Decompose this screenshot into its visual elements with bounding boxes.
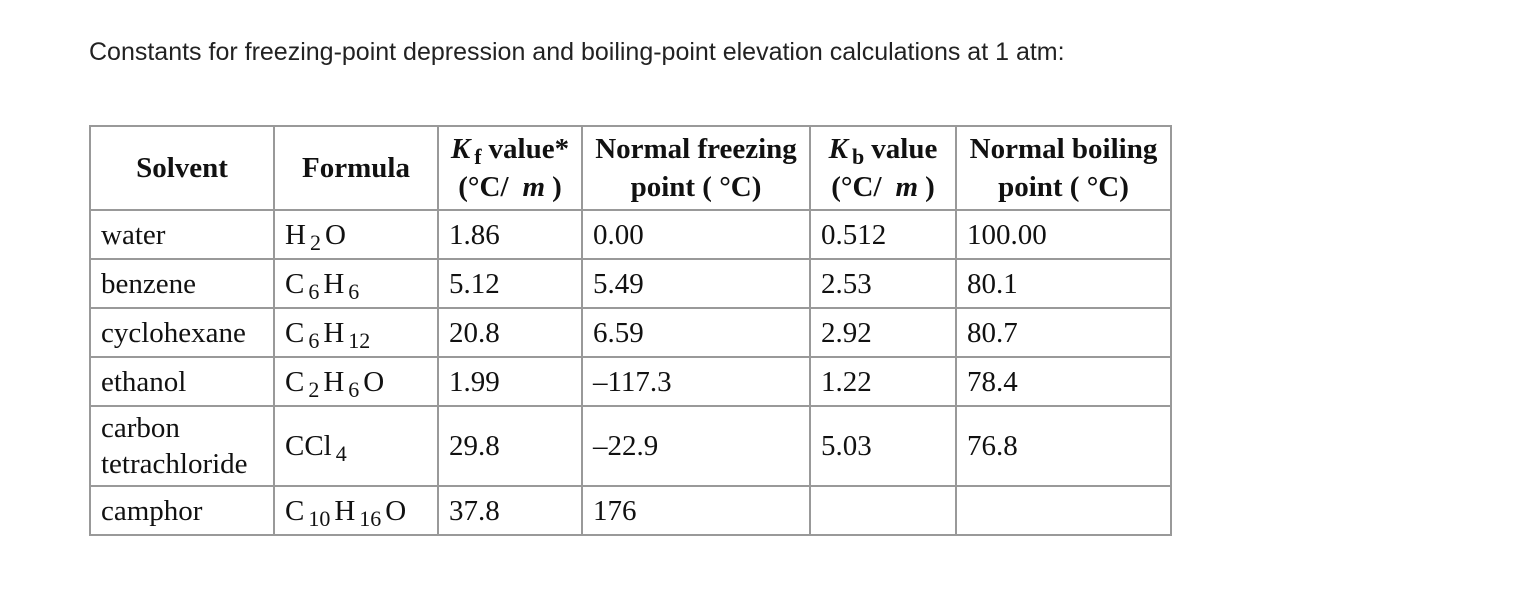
value-cell	[809, 485, 957, 536]
value-cell: 80.7	[955, 307, 1172, 358]
solvent-cell: water	[89, 209, 275, 260]
element-symbol: H	[323, 316, 345, 349]
subscript-count: 12	[348, 327, 371, 353]
solvent-cell: camphor	[89, 485, 275, 536]
element-symbol: H	[334, 494, 356, 527]
value-cell: 5.03	[809, 405, 957, 487]
value-cell: 6.59	[581, 307, 811, 358]
header-text: value	[871, 133, 938, 165]
header-text: (°C/	[831, 171, 882, 203]
subscript-count: 2	[309, 229, 321, 255]
value-cell: 176	[581, 485, 811, 536]
header-text: b	[852, 144, 865, 169]
value-cell: 5.49	[581, 258, 811, 309]
heading: Constants for freezing-point depression …	[89, 38, 1065, 66]
value-cell: 1.22	[809, 356, 957, 407]
element-symbol: C	[285, 494, 305, 527]
header-text: Formula	[302, 152, 410, 184]
table-body: water H 2 O 1.86 0.00 0.512 100.00 benzene C 6 H 6 5.…	[89, 209, 1172, 536]
header-text: m	[895, 171, 919, 203]
header-text: Normal boiling point ( °C)	[969, 133, 1158, 203]
solvent-cell: ethanol	[89, 356, 275, 407]
subscript-count: 6	[348, 376, 360, 402]
header-cell: Normal boiling point ( °C)	[955, 125, 1172, 211]
value-cell: –22.9	[581, 405, 811, 487]
value-cell: 5.12	[437, 258, 583, 309]
element-symbol: H	[323, 267, 345, 300]
value-cell: 0.00	[581, 209, 811, 260]
subscript-count: 4	[335, 441, 347, 466]
header-text: (°C/	[458, 171, 509, 203]
formula-cell: C 10 H 16 O	[273, 485, 439, 536]
element-symbol: H	[323, 365, 345, 398]
table-row: ethanol C 2 H 6 O 1.99 –117.3 1.22 78.4	[89, 356, 1172, 407]
subscript-count: 10	[308, 505, 331, 531]
header-text: )	[925, 171, 935, 203]
table-row: water H 2 O 1.86 0.00 0.512 100.00	[89, 209, 1172, 260]
value-cell: 29.8	[437, 405, 583, 487]
element-symbol: C	[285, 365, 305, 398]
header-text: m	[522, 171, 546, 203]
header-text: K	[450, 133, 471, 165]
subscript-count: 6	[308, 327, 320, 353]
value-cell	[955, 485, 1172, 536]
header-text: f	[474, 144, 482, 169]
table-row: carbon tetrachloride CCl 4 29.8 –22.9 5.03 76.…	[89, 405, 1172, 487]
value-cell: 2.92	[809, 307, 957, 358]
element-symbol: H	[285, 218, 306, 251]
element-symbol: O	[324, 218, 346, 251]
header-cell: Normal freezing point ( °C)	[581, 125, 811, 211]
subscript-count: 6	[308, 278, 320, 304]
value-cell: 2.53	[809, 258, 957, 309]
value-cell: 37.8	[437, 485, 583, 536]
table-row: benzene C 6 H 6 5.12 5.49 2.53 80.1	[89, 258, 1172, 309]
subscript-count: 16	[359, 505, 382, 531]
table-row: cyclohexane C 6 H 12 20.8 6.59 2.92 80.7	[89, 307, 1172, 358]
value-cell: 1.86	[437, 209, 583, 260]
element-symbol: C	[285, 316, 305, 349]
element-symbol: O	[363, 365, 385, 398]
value-cell: –117.3	[581, 356, 811, 407]
header-text: Solvent	[136, 152, 228, 184]
element-symbol: C	[285, 267, 305, 300]
solvent-cell: benzene	[89, 258, 275, 309]
table-row: camphor C 10 H 16 O 37.8 176	[89, 485, 1172, 536]
value-cell: 100.00	[955, 209, 1172, 260]
formula-cell: C 6 H 12	[273, 307, 439, 358]
value-cell: 1.99	[437, 356, 583, 407]
value-cell: 20.8	[437, 307, 583, 358]
solvent-cell: carbon tetrachloride	[89, 405, 275, 487]
value-cell: 80.1	[955, 258, 1172, 309]
subscript-count: 2	[308, 376, 320, 402]
formula-cell: CCl 4	[273, 405, 439, 487]
value-cell: 0.512	[809, 209, 957, 260]
header-text: )	[552, 171, 562, 203]
subscript-count: 6	[348, 278, 360, 304]
header-cell: Solvent	[89, 125, 275, 211]
solvent-cell: cyclohexane	[89, 307, 275, 358]
header-text: Normal freezing point ( °C)	[595, 133, 797, 203]
value-cell: 76.8	[955, 405, 1172, 487]
header-cell: Formula	[273, 125, 439, 211]
element-symbol: O	[385, 494, 407, 527]
header-text: value*	[488, 133, 570, 165]
value-cell: 78.4	[955, 356, 1172, 407]
header-text: K	[828, 133, 849, 165]
element-symbol: CCl	[285, 430, 332, 462]
